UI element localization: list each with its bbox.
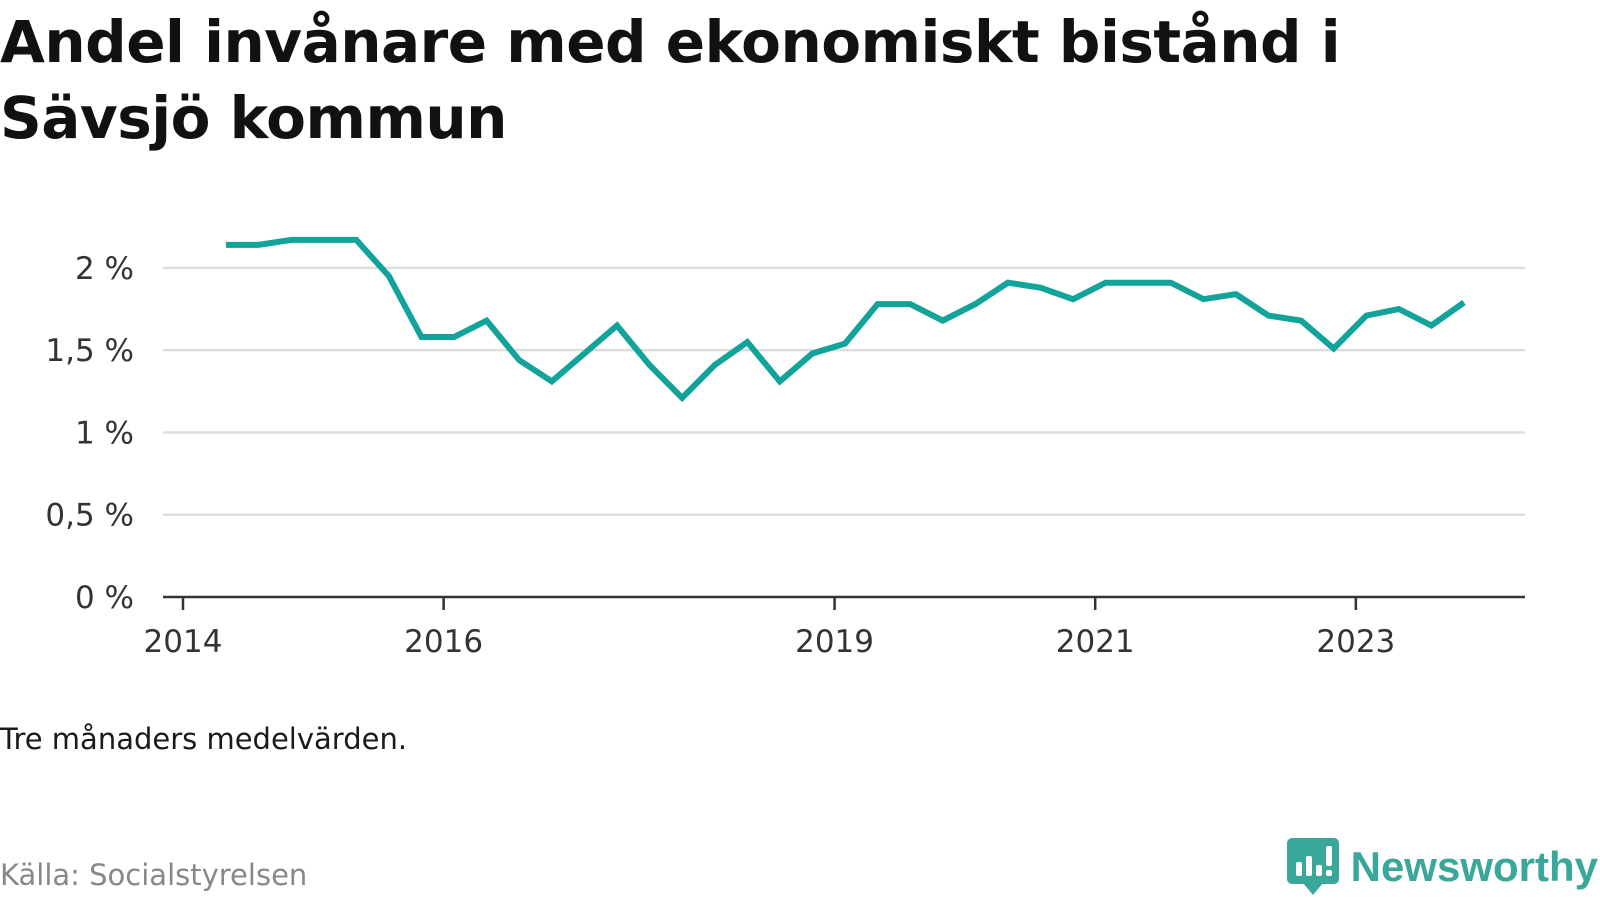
y-tick-label: 0,5 % [45, 498, 134, 534]
series-group [226, 236, 1466, 403]
x-tick-label: 2014 [144, 624, 223, 660]
y-tick-label: 0 % [75, 580, 134, 616]
chart-note: Tre månaders medelvärden. [0, 722, 408, 756]
source-label: Källa: Socialstyrelsen [0, 858, 308, 892]
series-line [226, 236, 1466, 403]
gridlines [163, 266, 1525, 516]
x-tick-label: 2016 [404, 624, 483, 660]
y-tick-label: 2 % [75, 251, 134, 287]
brand-name: Newsworthy [1350, 843, 1598, 890]
x-tick-label: 2021 [1056, 624, 1135, 660]
brand-logo: Newsworthy [1286, 838, 1598, 896]
x-tick-label: 2023 [1316, 624, 1395, 660]
y-axis-labels: 0 % 0,5 % 1 % 1,5 % 2 % [45, 251, 134, 616]
x-tick-label: 2019 [795, 624, 874, 660]
chat-bars-icon [1286, 838, 1339, 895]
y-tick-label: 1 % [75, 415, 134, 451]
line-chart: 0 % 0,5 % 1 % 1,5 % 2 % 2014 2016 2019 2021 2023 [45, 236, 1525, 660]
chart-title: Andel invånare med ekonomiskt bistånd i … [0, 8, 1341, 152]
y-tick-label: 1,5 % [45, 333, 134, 369]
x-axis-labels: 2014 2016 2019 2021 2023 [144, 597, 1395, 660]
